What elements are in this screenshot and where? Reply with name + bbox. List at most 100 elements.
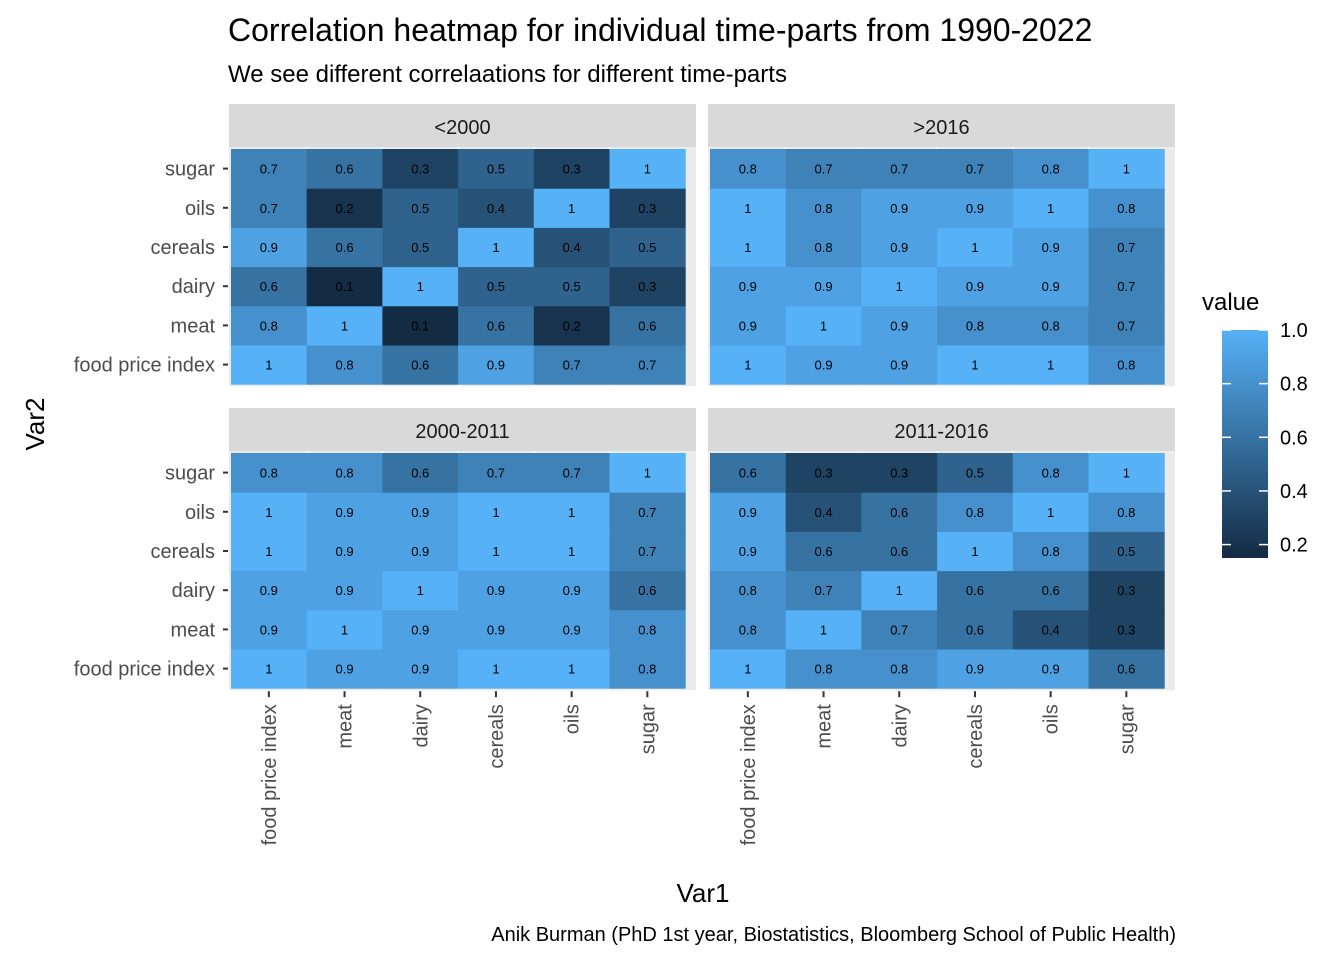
heatmap-cell <box>785 227 862 268</box>
heatmap-cell <box>710 227 787 268</box>
heatmap-cell <box>382 266 459 307</box>
heatmap-cell <box>231 570 308 611</box>
heatmap-cell <box>710 345 787 385</box>
cell-value-label: 0.8 <box>1042 162 1060 177</box>
heatmap-cell <box>458 345 535 385</box>
heatmap-cell <box>1012 188 1089 228</box>
cell-value-label: 0.8 <box>638 662 656 677</box>
cell-value-label: 0.6 <box>1042 583 1060 598</box>
heatmap-cell <box>937 266 1014 307</box>
cell-value-label: 1 <box>568 662 575 677</box>
legend-tick-label: 0.2 <box>1280 535 1308 557</box>
cell-value-label: 0.7 <box>1117 318 1135 333</box>
x-tick-label: oils <box>562 704 584 734</box>
cell-value-label: 0.1 <box>336 279 354 294</box>
cell-value-label: 0.9 <box>739 544 757 559</box>
heatmap-cell <box>458 492 535 532</box>
heatmap-cell <box>533 570 610 611</box>
heatmap-cell <box>533 453 610 493</box>
heatmap-cell <box>458 305 535 346</box>
heatmap-cell <box>458 266 535 307</box>
heatmap-cell <box>937 570 1014 611</box>
heatmap-cell <box>306 492 383 532</box>
heatmap-cell <box>1012 609 1089 650</box>
cell-value-label: 0.9 <box>966 201 984 216</box>
cell-value-label: 0.9 <box>411 505 429 520</box>
heatmap-cell <box>710 149 787 189</box>
heatmap-cell <box>306 266 383 307</box>
heatmap-cell <box>231 453 308 493</box>
cell-value-label: 0.6 <box>739 466 757 481</box>
x-tick-label: oils <box>1041 704 1063 734</box>
legend-colorbar <box>1222 330 1268 558</box>
heatmap-cell <box>785 149 862 189</box>
cell-value-label: 1 <box>744 662 751 677</box>
cell-value-label: 0.2 <box>336 201 354 216</box>
heatmap-cell <box>1012 149 1089 189</box>
cell-value-label: 0.5 <box>563 279 581 294</box>
heatmap-cell <box>785 453 862 493</box>
heatmap-cell <box>710 531 787 572</box>
heatmap-cell <box>609 649 686 689</box>
cell-value-label: 0.9 <box>890 318 908 333</box>
cell-value-label: 0.7 <box>638 544 656 559</box>
cell-value-label: 1 <box>265 505 272 520</box>
cell-value-label: 1 <box>820 622 827 637</box>
heatmap-cell <box>533 227 610 268</box>
heatmap-cell <box>710 453 787 493</box>
heatmap-cell <box>533 609 610 650</box>
cell-value-label: 0.6 <box>638 583 656 598</box>
heatmap-cell <box>382 492 459 532</box>
cell-value-label: 1 <box>971 358 978 373</box>
heatmap-cell <box>785 345 862 385</box>
cell-value-label: 1 <box>265 358 272 373</box>
heatmap-cell <box>861 570 938 611</box>
x-tick-label: dairy <box>410 704 432 747</box>
heatmap-cell <box>533 188 610 228</box>
cell-value-label: 0.8 <box>1042 466 1060 481</box>
cell-value-label: 0.8 <box>1117 358 1135 373</box>
heatmap-cell <box>382 570 459 611</box>
heatmap-cell <box>533 149 610 189</box>
x-tick-label: dairy <box>889 704 911 747</box>
cell-value-label: 0.3 <box>815 466 833 481</box>
x-tick-label: sugar <box>1116 704 1138 754</box>
heatmap-cell <box>710 492 787 532</box>
heatmap-cell <box>458 649 535 689</box>
cell-value-label: 0.6 <box>1117 662 1135 677</box>
heatmap-cell <box>710 188 787 228</box>
heatmap-cell <box>306 345 383 385</box>
cell-value-label: 0.3 <box>638 201 656 216</box>
heatmap-cell <box>1012 305 1089 346</box>
cell-value-label: 0.9 <box>411 662 429 677</box>
facet-strip-label: <2000 <box>434 117 490 139</box>
heatmap-cell <box>306 531 383 572</box>
heatmap-cell <box>306 609 383 650</box>
x-tick-label: meat <box>814 704 836 749</box>
cell-value-label: 0.9 <box>260 622 278 637</box>
heatmap-cell <box>609 345 686 385</box>
heatmap-cell <box>382 609 459 650</box>
heatmap-cell <box>382 531 459 572</box>
heatmap-cell <box>785 570 862 611</box>
heatmap-cell <box>533 531 610 572</box>
cell-value-label: 1 <box>568 201 575 216</box>
cell-value-label: 0.9 <box>411 622 429 637</box>
cell-value-label: 0.8 <box>966 505 984 520</box>
cell-value-label: 0.3 <box>411 162 429 177</box>
heatmap-cell <box>458 609 535 650</box>
cell-value-label: 0.7 <box>563 358 581 373</box>
facet-strip <box>708 104 1175 147</box>
heatmap-cell <box>861 609 938 650</box>
cell-value-label: 0.7 <box>487 466 505 481</box>
heatmap-cell <box>1088 453 1165 493</box>
heatmap-cell <box>1088 570 1165 611</box>
heatmap-cell <box>306 649 383 689</box>
cell-value-label: 1 <box>820 318 827 333</box>
cell-value-label: 1 <box>417 279 424 294</box>
cell-value-label: 0.9 <box>487 358 505 373</box>
heatmap-cell <box>861 453 938 493</box>
cell-value-label: 0.7 <box>638 505 656 520</box>
cell-value-label: 0.3 <box>638 279 656 294</box>
